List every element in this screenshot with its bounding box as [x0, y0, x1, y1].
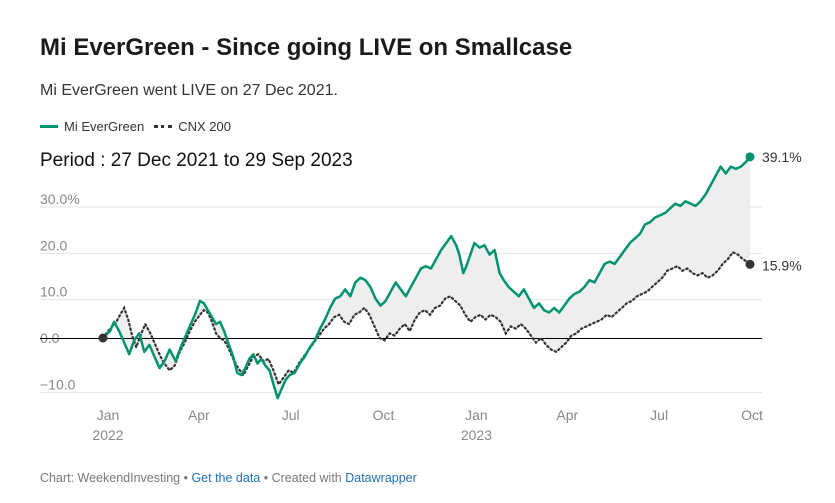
area-between-series — [103, 156, 750, 399]
legend-swatch-solid — [40, 125, 58, 128]
x-tick-label: Oct — [741, 407, 763, 423]
legend-item-cnx: CNX 200 — [154, 119, 231, 134]
end-label-cnx-200: 15.9% — [762, 257, 802, 273]
x-tick-label: Jul — [282, 407, 300, 423]
end-label-mi-evergreen: 39.1% — [762, 149, 802, 165]
x-tick-label: Jan — [97, 407, 120, 423]
y-tick-label: −10.0 — [40, 376, 76, 392]
start-point — [98, 333, 108, 343]
legend: Mi EverGreen CNX 200 — [40, 119, 241, 134]
end-point-mi-evergreen — [745, 152, 755, 162]
footer-source: Chart: WeekendInvesting — [40, 471, 181, 485]
chart-subtitle: Mi EverGreen went LIVE on 27 Dec 2021. — [40, 82, 338, 99]
chart-footer: Chart: WeekendInvesting • Get the data •… — [40, 471, 417, 485]
chart-title: Mi EverGreen - Since going LIVE on Small… — [40, 34, 573, 61]
legend-swatch-dotted — [154, 125, 173, 128]
y-tick-label: 20.0 — [40, 237, 67, 253]
x-tick-year-label: 2022 — [92, 427, 123, 443]
x-tick-label: Jul — [650, 407, 668, 423]
x-tick-label: Oct — [373, 407, 395, 423]
series-line-mi-evergreen — [102, 156, 751, 400]
y-tick-label: 10.0 — [40, 284, 67, 300]
footer-separator: • — [180, 471, 192, 485]
y-tick-label: 30.0% — [40, 191, 80, 207]
legend-label-cnx: CNX 200 — [178, 119, 231, 134]
x-tick-year-label: 2023 — [461, 427, 492, 443]
x-tick-label: Apr — [556, 407, 578, 423]
x-tick-label: Jan — [465, 407, 488, 423]
legend-label-evergreen: Mi EverGreen — [64, 119, 145, 134]
end-point-cnx-200 — [745, 259, 755, 269]
footer-created-with: • Created with — [260, 471, 346, 485]
series-line-cnx-200 — [101, 250, 752, 387]
datawrapper-link[interactable]: Datawrapper — [345, 471, 417, 485]
period-label: Period : 27 Dec 2021 to 29 Sep 2023 — [40, 150, 353, 171]
x-tick-label: Apr — [188, 407, 210, 423]
get-data-link[interactable]: Get the data — [191, 471, 261, 485]
legend-item-evergreen: Mi EverGreen — [40, 119, 144, 134]
